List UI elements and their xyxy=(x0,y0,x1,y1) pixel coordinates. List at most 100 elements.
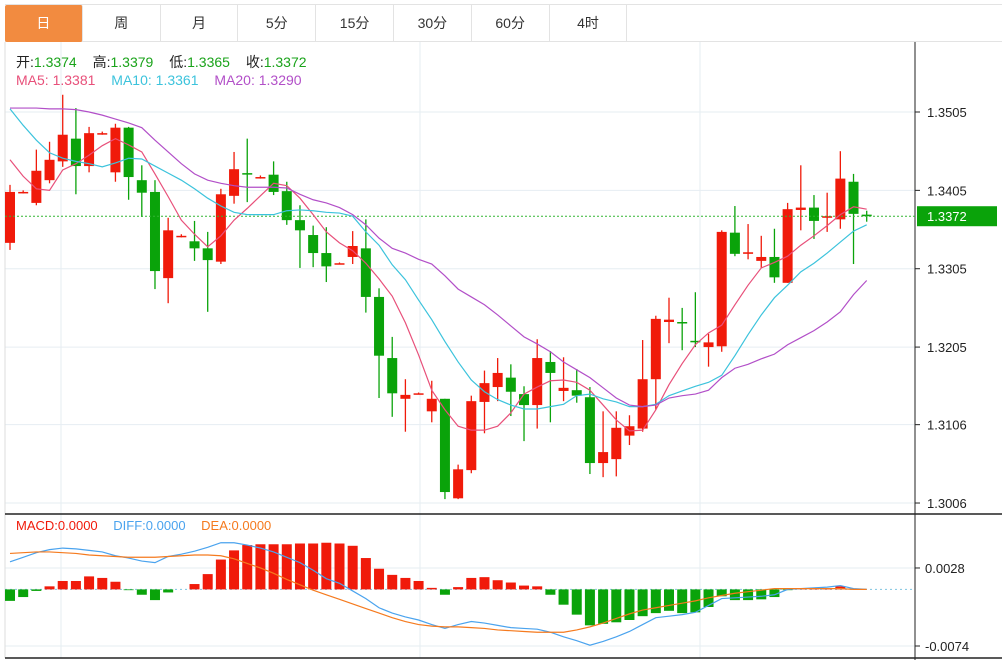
candle-body xyxy=(769,256,780,278)
tab-15min[interactable]: 15分 xyxy=(316,5,394,42)
macd-bar xyxy=(664,589,674,611)
candle xyxy=(558,357,569,402)
candle-body xyxy=(176,235,187,238)
last-price-label: 1.3372 xyxy=(927,209,967,224)
macd-bar xyxy=(769,589,780,598)
candle-body xyxy=(281,191,292,221)
ma10-label: MA10: xyxy=(111,72,152,88)
candle xyxy=(532,339,543,429)
macd-bar xyxy=(756,589,767,600)
candle xyxy=(413,392,424,395)
candle xyxy=(677,307,688,351)
macd-bar xyxy=(492,580,503,590)
ma20-value: 1.3290 xyxy=(258,72,302,88)
candle xyxy=(782,202,793,283)
candle xyxy=(650,315,661,410)
period-tabs: 日 周 月 5分 15分 30分 60分 4时 xyxy=(5,4,1002,42)
tab-5min[interactable]: 5分 xyxy=(238,5,317,42)
candle xyxy=(189,220,200,261)
candle xyxy=(321,227,332,283)
candle-body xyxy=(400,394,411,399)
candle-body xyxy=(782,209,793,283)
macd-bar xyxy=(149,589,160,601)
candle xyxy=(848,173,859,265)
candle xyxy=(229,151,240,204)
tab-week[interactable]: 周 xyxy=(83,5,161,42)
candle-body xyxy=(571,390,582,396)
tab-30min[interactable]: 30分 xyxy=(394,5,472,42)
candle xyxy=(57,94,68,167)
candle-body xyxy=(44,159,55,181)
macd-bar xyxy=(31,589,42,591)
macd-bar xyxy=(123,589,134,591)
candle-body xyxy=(519,394,530,406)
candle-body xyxy=(532,358,543,406)
tab-day[interactable]: 日 xyxy=(5,5,83,42)
candle xyxy=(505,364,516,417)
candle-body xyxy=(703,342,714,348)
macd-bar xyxy=(136,589,147,595)
ma10-line xyxy=(9,108,867,410)
candle-body xyxy=(453,469,464,499)
candle-body xyxy=(545,361,556,373)
candle xyxy=(31,149,42,206)
ma20-line xyxy=(10,107,868,408)
macd-bar xyxy=(321,542,332,590)
candle-body xyxy=(229,169,240,196)
candle-body xyxy=(242,173,253,175)
macd-bar xyxy=(347,545,358,590)
candle xyxy=(703,333,714,367)
candle xyxy=(281,181,292,225)
candle-body xyxy=(149,191,160,272)
candle xyxy=(110,123,121,182)
ma-info: MA5: 1.3381 MA10: 1.3361 MA20: 1.3290 xyxy=(16,72,314,88)
macd-bar xyxy=(18,589,29,598)
candle xyxy=(176,234,187,238)
macd-bar xyxy=(281,544,292,590)
macd-bar xyxy=(545,589,556,595)
macd-bar xyxy=(453,587,464,590)
candle xyxy=(453,464,464,500)
candle xyxy=(795,165,806,231)
candle-body xyxy=(110,127,121,173)
tab-60min[interactable]: 60分 xyxy=(472,5,550,42)
candle-body xyxy=(202,248,213,261)
macd-bar xyxy=(294,543,305,590)
macd-bar xyxy=(571,589,582,615)
tab-month[interactable]: 月 xyxy=(161,5,239,42)
candle-body xyxy=(479,383,490,402)
candle xyxy=(743,224,754,260)
candle xyxy=(374,288,385,399)
y-tick-label: 1.3505 xyxy=(927,105,967,120)
macd-bar xyxy=(334,543,345,590)
macd-bar xyxy=(242,545,253,590)
open-value: 1.3374 xyxy=(33,54,77,70)
macd-bar xyxy=(624,589,635,620)
macd-bar xyxy=(374,568,385,590)
candle xyxy=(400,379,411,432)
candle xyxy=(149,180,160,290)
high-label: 高: xyxy=(92,54,111,70)
candle xyxy=(387,336,398,417)
candle xyxy=(123,126,134,200)
close-value: 1.3372 xyxy=(263,54,307,70)
candle-body xyxy=(664,319,674,323)
candle-body xyxy=(57,134,68,162)
candle-body xyxy=(387,358,398,394)
candle xyxy=(136,165,147,218)
candle xyxy=(294,205,305,268)
macd-bar xyxy=(426,587,437,590)
last-price-badge xyxy=(917,206,997,227)
macd-bar xyxy=(202,574,213,590)
tab-4hour[interactable]: 4时 xyxy=(550,5,628,42)
candle-body xyxy=(492,372,503,388)
candle xyxy=(439,398,450,500)
macd-value: 0.0000 xyxy=(57,518,98,533)
macd-bar xyxy=(57,580,68,590)
macd-y-tick-label: 0.0028 xyxy=(925,561,965,576)
ohlc-info: 开:1.3374 高:1.3379 低:1.3365 收:1.3372 xyxy=(16,52,319,72)
ma5-line xyxy=(9,137,867,432)
macd-bar xyxy=(519,585,530,590)
candle xyxy=(492,358,503,402)
macd-bar xyxy=(97,577,108,590)
